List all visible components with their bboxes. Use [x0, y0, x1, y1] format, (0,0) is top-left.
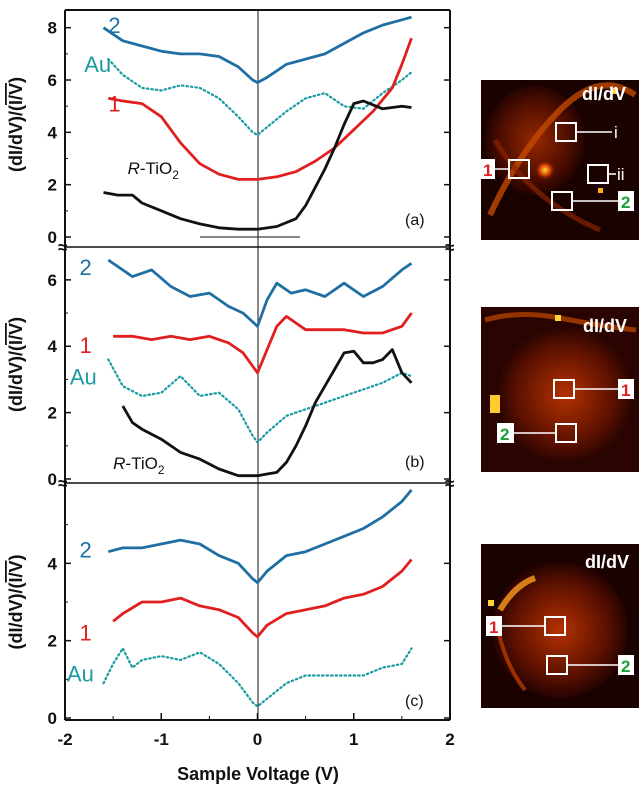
series-label-s1: 1 — [108, 91, 120, 116]
series-line-s2 — [107, 258, 413, 328]
y-axis-title: (dI/dV)/(I/V) — [6, 317, 26, 412]
y-tick-label: 4 — [48, 554, 58, 573]
map-c-label-1: 1 — [489, 618, 498, 637]
map-c: dI/dV 1 2 — [481, 544, 639, 708]
series-line-au — [107, 358, 413, 444]
panel-0: 0 2 4 6 8 2 Au 1 R-TiO2 (a) — [48, 13, 450, 247]
x-tick-label: 2 — [445, 730, 454, 749]
y-tick-label: 6 — [48, 71, 57, 90]
map-b-pixel-2 — [555, 315, 561, 321]
y-tick-label: 2 — [48, 404, 57, 423]
map-c-edge-glow — [497, 575, 537, 612]
map-c-pixel — [488, 600, 494, 606]
series-label-au: Au — [67, 661, 94, 686]
map-c-label-2-bg — [618, 655, 634, 675]
map-a-pixel — [612, 88, 618, 94]
y-tick-label: 4 — [48, 123, 58, 142]
map-c-title: dI/dV — [585, 552, 629, 572]
map-b-pixel — [490, 395, 500, 413]
map-a-hotspot — [534, 159, 556, 181]
y-tick-label: 8 — [48, 19, 57, 38]
map-a-label-i: i — [614, 123, 618, 142]
y-tick-label: 6 — [48, 271, 57, 290]
y-tick-label: 2 — [48, 176, 57, 195]
map-a-title: dI/dV — [582, 84, 626, 104]
y-tick-label: 0 — [48, 228, 57, 247]
x-tick-label: -2 — [57, 730, 72, 749]
map-a-streak-2 — [492, 138, 601, 233]
map-c-label-2: 2 — [621, 657, 630, 676]
x-tick-label: 1 — [349, 730, 358, 749]
series-line-tio2 — [121, 348, 413, 478]
panel-tag: (b) — [405, 454, 425, 471]
axis-break-left-ab: ≈ — [58, 238, 67, 257]
axis-break-right-ab: ≈ — [445, 238, 454, 257]
axis-break-left-bc: ≈ — [58, 474, 67, 493]
y-axis-title: (dI/dV)/(I/V) — [6, 555, 26, 650]
panel-tag: (c) — [405, 693, 424, 710]
series-label-s2: 2 — [108, 13, 120, 38]
series-label-s2: 2 — [79, 255, 91, 280]
y-axis-title: (dI/dV)/(I/V) — [6, 77, 26, 172]
x-tick-label: -1 — [154, 730, 169, 749]
series-line-s2 — [107, 489, 413, 585]
map-b-title: dI/dV — [583, 316, 627, 336]
panels: 0 2 4 6 8 2 Au 1 R-TiO2 (a) 0 2 4 6 2 1 Au R-TiO2 (b) 0 2 4 2 1… — [48, 13, 450, 728]
series-label-au: Au — [84, 52, 111, 77]
series-label-s1: 1 — [79, 621, 91, 646]
y-tick-label: 4 — [48, 337, 58, 356]
series-line-tio2 — [103, 99, 412, 231]
series-line-s1 — [113, 312, 413, 375]
x-axis-title: Sample Voltage (V) — [177, 764, 339, 784]
x-tick-label: 0 — [253, 730, 262, 749]
map-c-particle — [492, 562, 628, 698]
y-tick-label: 0 — [48, 709, 57, 728]
y-tick-label: 2 — [48, 632, 57, 651]
panel-2: 0 2 4 2 1 Au (c) — [48, 489, 450, 728]
series-line-s2 — [102, 15, 412, 84]
y-tick-label: 0 — [48, 470, 57, 489]
map-a: dI/dV i ii 1 2 — [480, 80, 639, 240]
x-axis: -2 -1 0 1 2 — [57, 713, 455, 749]
map-a-label-1-bg — [480, 159, 495, 179]
series-line-au — [107, 58, 413, 137]
map-c-label-1-bg — [486, 616, 502, 636]
map-b-label-2-bg — [497, 423, 514, 443]
panel-tag: (a) — [405, 212, 425, 229]
map-b-label-1-bg — [618, 379, 634, 399]
map-a-label-ii: ii — [617, 165, 625, 184]
map-a-label-2: 2 — [621, 193, 630, 212]
y-axis-titles: (dI/dV)/(I/V) (dI/dV)/(I/V) (dI/dV)/(I/V) — [6, 77, 26, 650]
series-label-tio2: R-TiO2 — [128, 159, 180, 182]
map-b: dI/dV 1 2 — [481, 307, 639, 472]
map-a-label-1: 1 — [483, 161, 492, 180]
series-line-s1 — [112, 558, 413, 639]
map-a-pixel-2 — [598, 188, 603, 193]
series-line-au — [102, 647, 413, 708]
map-b-label-1: 1 — [621, 381, 630, 400]
map-a-label-2-bg — [618, 191, 634, 211]
series-label-s2: 2 — [79, 538, 91, 563]
map-b-texture — [495, 325, 635, 465]
series-label-tio2: R-TiO2 — [113, 454, 165, 477]
series-label-au: Au — [70, 364, 97, 389]
axis-break-right-bc: ≈ — [445, 474, 454, 493]
series-label-s1: 1 — [79, 333, 91, 358]
plot-frame: ≈ ≈ ≈ ≈ — [58, 9, 454, 721]
map-a-streak — [487, 82, 637, 217]
map-b-label-2: 2 — [500, 425, 509, 444]
panel-1: 0 2 4 6 2 1 Au R-TiO2 (b) — [48, 255, 450, 489]
